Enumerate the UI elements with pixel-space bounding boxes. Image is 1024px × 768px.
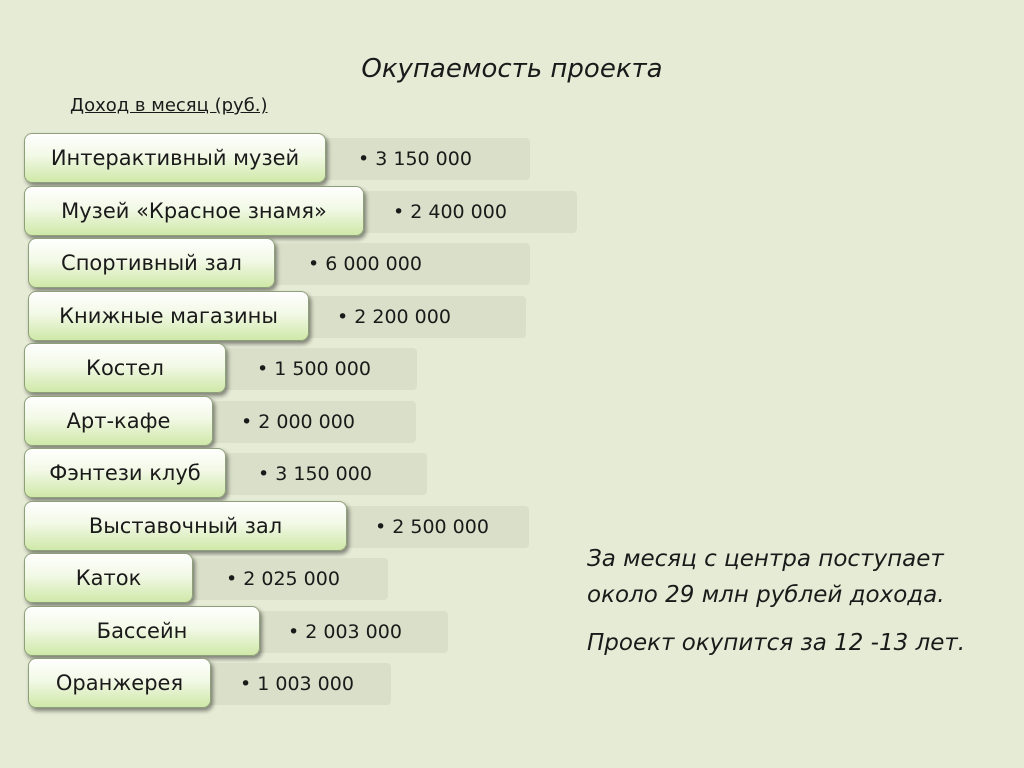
income-value: • 2 200 000: [337, 306, 451, 328]
slide-title: Окупаемость проекта: [361, 54, 663, 84]
label-box: Костел: [24, 343, 226, 393]
income-value: • 2 400 000: [393, 201, 507, 223]
income-value: • 3 150 000: [358, 148, 472, 170]
value-box: [220, 348, 417, 390]
label-box: Фэнтези клуб: [24, 448, 226, 498]
label-box: Интерактивный музей: [24, 133, 326, 183]
value-box: [252, 611, 448, 653]
value-box: [318, 138, 530, 180]
value-box: [186, 558, 388, 600]
label-box: Книжные магазины: [28, 291, 309, 341]
income-value: • 2 003 000: [288, 621, 402, 643]
label-box: Каток: [24, 553, 193, 603]
income-value: • 1 003 000: [240, 673, 354, 695]
value-box: [303, 296, 526, 338]
label-box: Музей «Красное знамя»: [24, 186, 364, 236]
value-box: [268, 243, 530, 285]
label-box: Бассейн: [24, 606, 260, 656]
label-box: Спортивный зал: [28, 238, 275, 288]
income-value: • 3 150 000: [258, 463, 372, 485]
value-box: [204, 663, 391, 705]
value-box: [340, 506, 529, 548]
conclusion-text: За месяц с центра поступает около 29 млн…: [587, 541, 987, 661]
income-value: • 1 500 000: [257, 358, 371, 380]
label-box: Оранжерея: [28, 658, 211, 708]
value-box: [207, 401, 416, 443]
monthly-income-summary: За месяц с центра поступает около 29 млн…: [587, 546, 945, 608]
income-value: • 2 500 000: [375, 516, 489, 538]
income-value: • 2 025 000: [226, 568, 340, 590]
value-box: [219, 453, 427, 495]
label-box: Выставочный зал: [24, 501, 347, 551]
value-box: [358, 191, 577, 233]
label-box: Арт-кафе: [24, 396, 213, 446]
income-value: • 2 000 000: [241, 411, 355, 433]
income-value: • 6 000 000: [308, 253, 422, 275]
income-subtitle: Доход в месяц (руб.): [70, 95, 268, 116]
payback-summary: Проект окупится за 12 -13 лет.: [587, 630, 966, 656]
